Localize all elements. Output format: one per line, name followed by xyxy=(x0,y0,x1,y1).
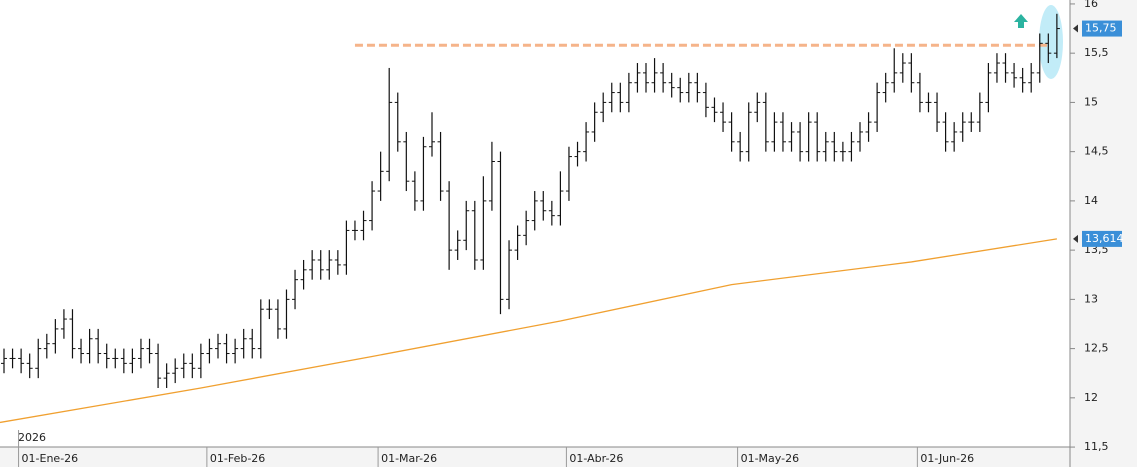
price-label: 15,75 xyxy=(1085,22,1117,35)
y-tick-label: 12 xyxy=(1084,391,1098,404)
year-label: 2026 xyxy=(18,431,46,444)
moving-average xyxy=(0,238,1057,424)
x-tick-label: 01-Feb-26 xyxy=(210,452,265,465)
y-tick-label: 14,5 xyxy=(1084,145,1109,158)
price-label-box xyxy=(1082,230,1122,247)
y-tick-label: 15 xyxy=(1084,95,1098,108)
x-tick-label: 01-Mar-26 xyxy=(381,452,437,465)
price-label-box xyxy=(1082,20,1122,37)
y-tick-label: 15,5 xyxy=(1084,46,1109,59)
y-tick-label: 11,5 xyxy=(1084,440,1109,453)
price-pointer xyxy=(1073,234,1078,243)
up-arrow xyxy=(1014,14,1028,28)
x-tick-label: 01-May-26 xyxy=(741,452,799,465)
x-tick-label: 01-Jun-26 xyxy=(920,452,974,465)
x-axis-band xyxy=(0,447,1137,467)
price-pointer xyxy=(1073,24,1078,33)
x-tick-label: 01-Ene-26 xyxy=(22,452,79,465)
x-tick-label: 01-Abr-26 xyxy=(569,452,623,465)
y-tick-label: 13 xyxy=(1084,292,1098,305)
y-tick-label: 12,5 xyxy=(1084,342,1109,355)
y-tick-label: 14 xyxy=(1084,194,1098,207)
y-tick-label: 16 xyxy=(1084,0,1098,10)
price-label: 13,614 xyxy=(1085,232,1124,245)
highlight xyxy=(1039,5,1063,79)
